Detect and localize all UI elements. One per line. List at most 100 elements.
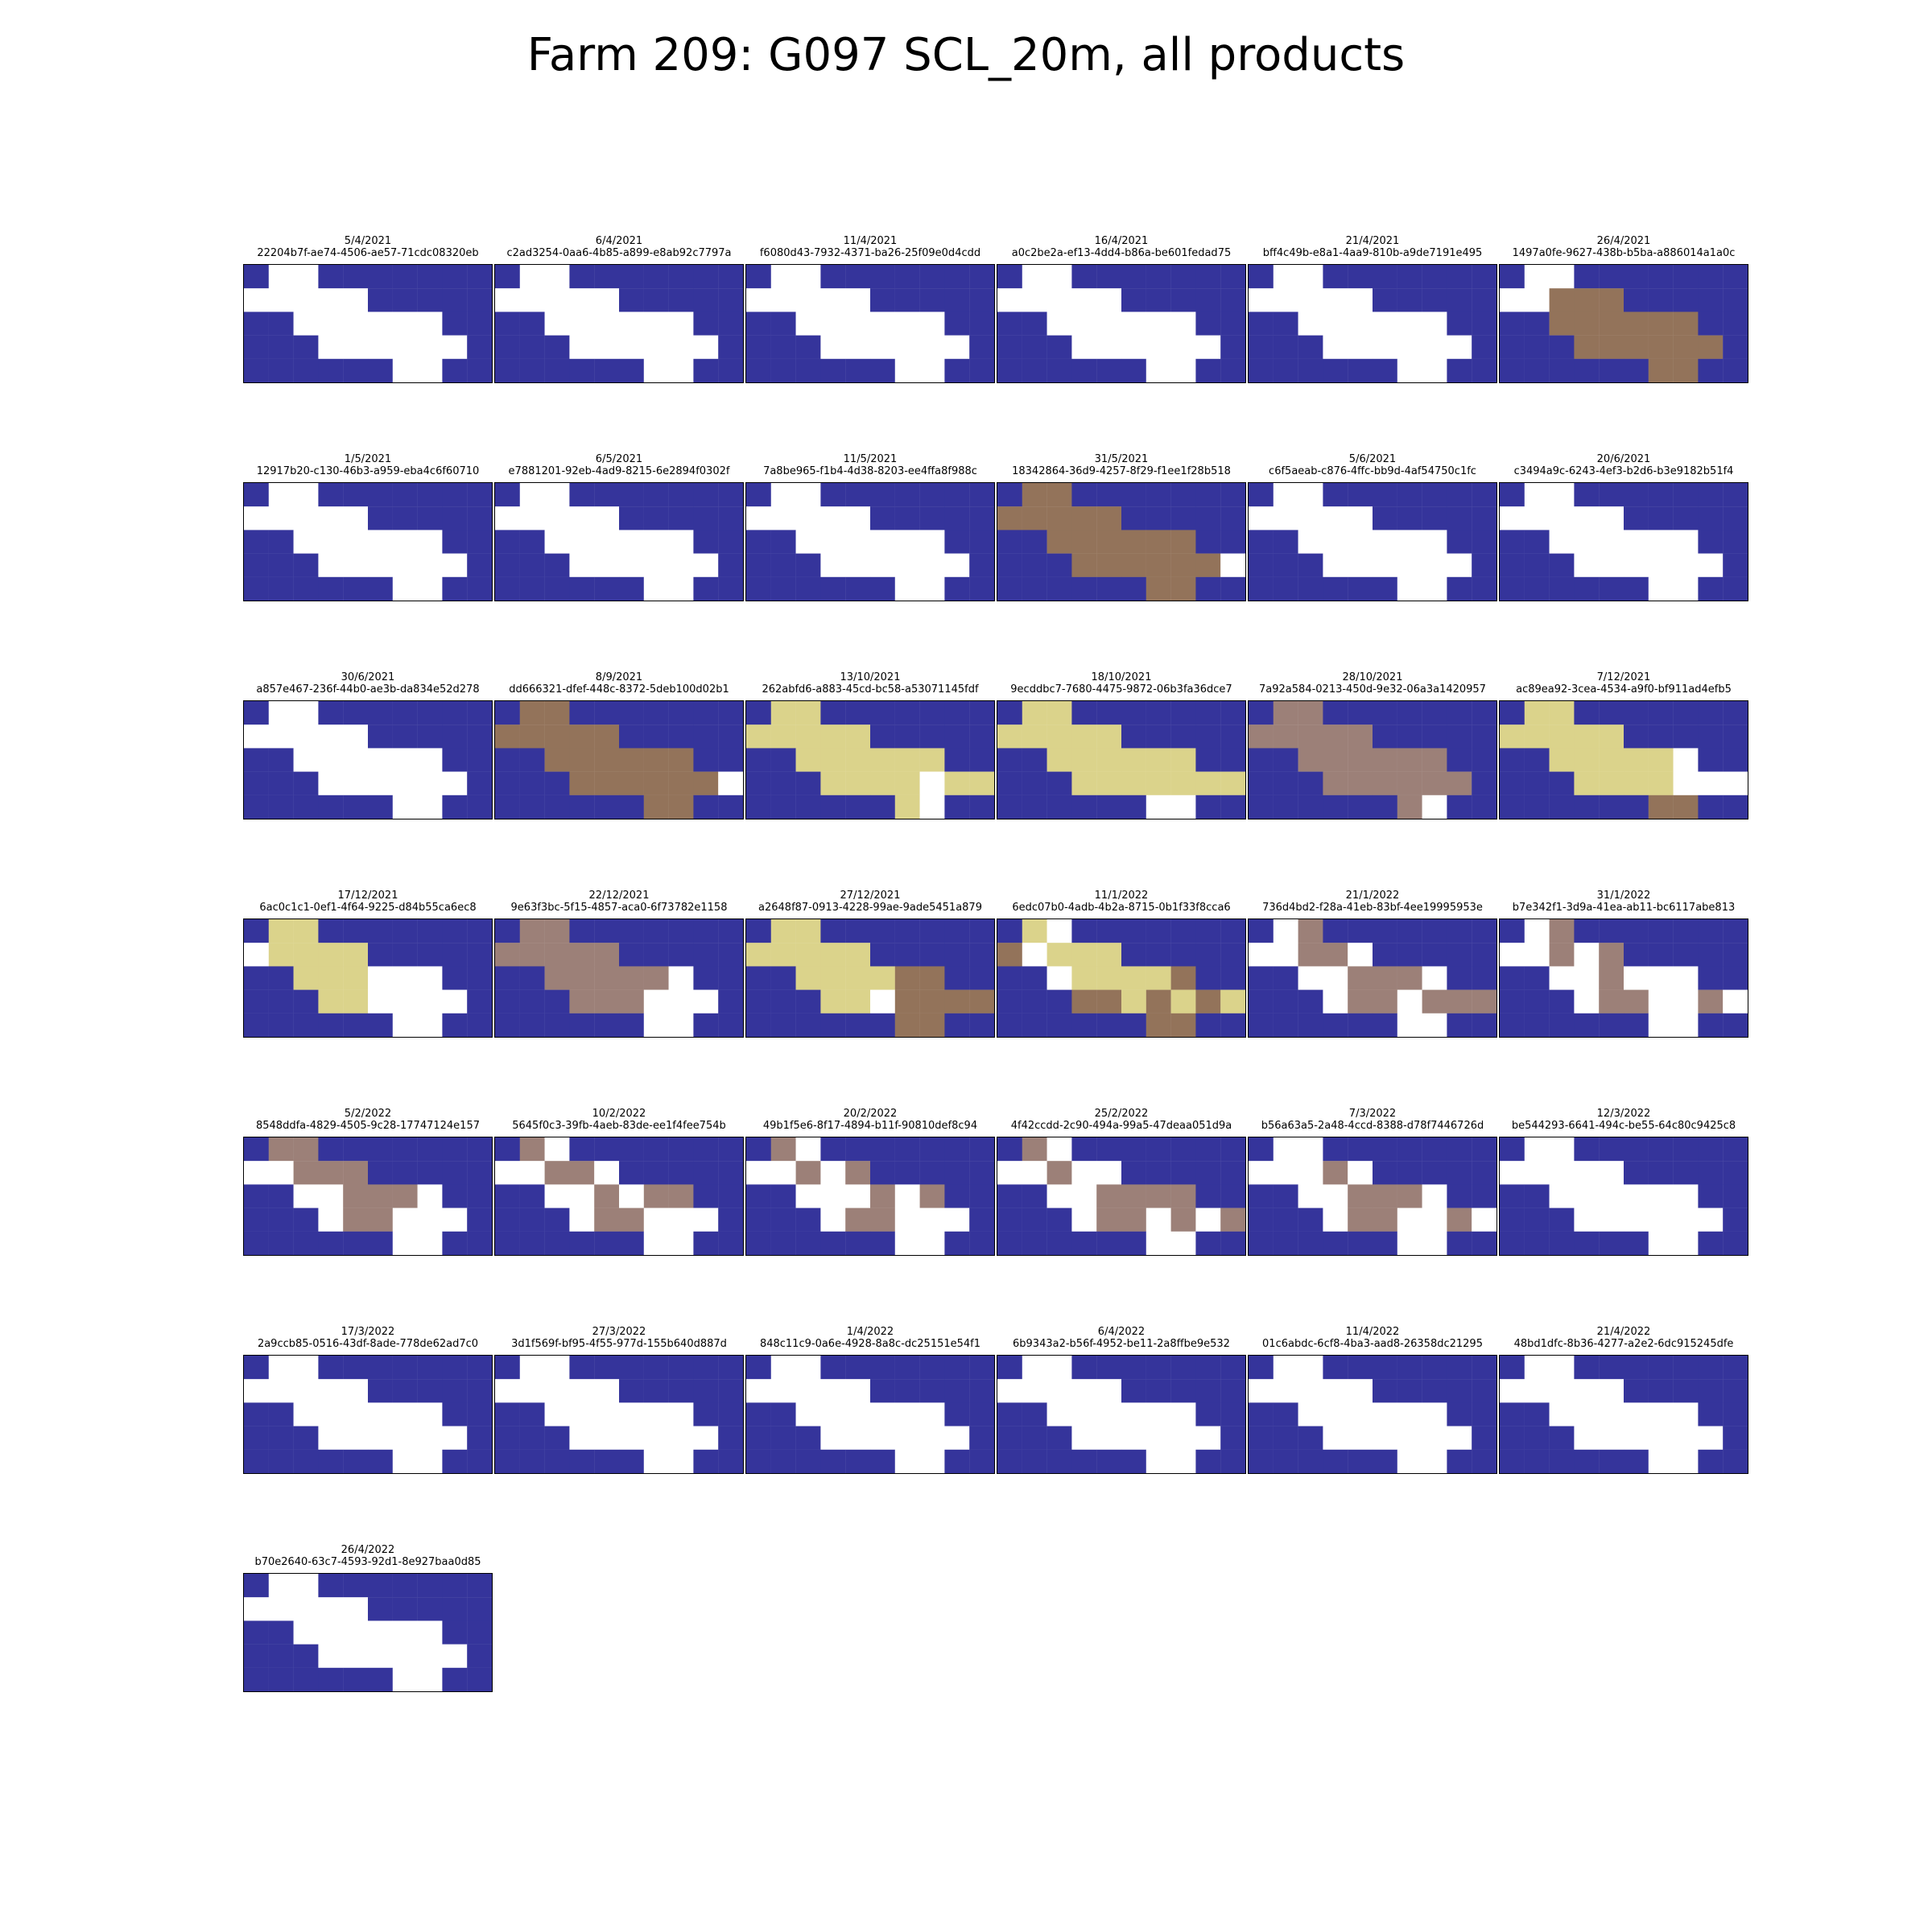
heatmap-cell: [1022, 553, 1047, 577]
heatmap-cell: [1397, 483, 1422, 507]
panel-title: 6/4/2021 c2ad3254-0aa6-4b85-a899-e8ab92c7…: [478, 235, 760, 259]
heatmap-cell: [392, 1402, 418, 1426]
heatmap-cell: [318, 943, 344, 967]
heatmap-cell: [969, 288, 994, 312]
heatmap-cell: [1574, 1184, 1600, 1208]
heatmap-cell: [746, 1356, 771, 1380]
heatmap-cell: [795, 553, 821, 577]
panel-date: 21/4/2022: [1596, 1326, 1651, 1338]
heatmap-cell: [442, 795, 468, 819]
heatmap-cell: [919, 748, 945, 772]
heatmap-cell: [1472, 724, 1496, 749]
heatmap-cell: [1500, 1426, 1525, 1450]
heatmap-cell: [318, 1667, 344, 1691]
heatmap-cell: [919, 483, 945, 507]
heatmap-cell: [318, 506, 344, 530]
heatmap-cell: [442, 1231, 468, 1255]
heatmap-cell: [1348, 1426, 1373, 1450]
heatmap-cell: [467, 506, 492, 530]
heatmap-cell: [718, 1137, 743, 1162]
heatmap-cell: [519, 483, 545, 507]
heatmap-cell: [343, 483, 369, 507]
heatmap-cell: [594, 701, 620, 725]
heatmap-cell: [845, 506, 871, 530]
panel-product-id: 01c6abdc-6cf8-4ba3-aad8-26358dc21295: [1262, 1338, 1483, 1350]
heatmap-cell: [746, 335, 771, 359]
heatmap-cell: [442, 288, 468, 312]
heatmap-cell: [1698, 1208, 1724, 1232]
heatmap-cell: [1323, 288, 1348, 312]
heatmap-cell: [569, 1356, 595, 1380]
heatmap-cell: [594, 1402, 620, 1426]
heatmap-cell: [569, 530, 595, 554]
heatmap-cell: [1397, 1379, 1422, 1403]
heatmap-cell: [643, 288, 669, 312]
scl-heatmap: [1248, 1355, 1497, 1474]
heatmap-cell: [1447, 530, 1472, 554]
heatmap-cell: [1599, 943, 1624, 967]
heatmap-cell: [244, 553, 269, 577]
heatmap-cell: [1096, 919, 1122, 943]
heatmap-cell: [1549, 1208, 1575, 1232]
heatmap-cell: [1046, 1137, 1072, 1162]
heatmap-cell: [1673, 1402, 1699, 1426]
heatmap-cell: [442, 1449, 468, 1473]
heatmap-cell: [1195, 724, 1221, 749]
scl-heatmap: [1248, 700, 1497, 819]
heatmap-cell: [1348, 358, 1373, 382]
panel-title: 26/4/2022 b70e2640-63c7-4593-92d1-8e927ba…: [227, 1544, 509, 1568]
heatmap-cell: [1673, 989, 1699, 1013]
heatmap-cell: [544, 1449, 570, 1473]
heatmap-cell: [693, 989, 719, 1013]
heatmap-cell: [268, 358, 294, 382]
heatmap-cell: [467, 1426, 492, 1450]
heatmap-cell: [1574, 553, 1600, 577]
heatmap-cell: [944, 1208, 970, 1232]
panel-title: 21/1/2022 736d4bd2-f28a-41eb-83bf-4ee1999…: [1232, 890, 1513, 914]
heatmap-cell: [293, 1356, 319, 1380]
heatmap-cell: [244, 989, 269, 1013]
heatmap-cell: [1220, 1161, 1245, 1185]
heatmap-cell: [870, 530, 895, 554]
heatmap-cell: [820, 989, 846, 1013]
heatmap-cell: [1599, 1379, 1624, 1403]
heatmap-cell: [1723, 1013, 1748, 1037]
panel-product-id: 1497a0fe-9627-438b-b5ba-a886014a1a0c: [1512, 247, 1736, 259]
heatmap-cell: [1298, 1356, 1323, 1380]
heatmap-cell: [619, 1402, 644, 1426]
heatmap-cell: [1195, 1379, 1221, 1403]
heatmap-cell: [1096, 530, 1122, 554]
heatmap-cell: [1022, 771, 1047, 795]
panel-date: 18/10/2021: [1091, 671, 1152, 683]
heatmap-cell: [643, 1161, 669, 1185]
heatmap-cell: [1500, 1449, 1525, 1473]
heatmap-cell: [1273, 1449, 1298, 1473]
heatmap-cell: [1220, 748, 1245, 772]
heatmap-cell: [1121, 989, 1146, 1013]
heatmap-cell: [820, 1208, 846, 1232]
heatmap-cell: [746, 1402, 771, 1426]
heatmap-cell: [519, 748, 545, 772]
heatmap-cell: [770, 1013, 796, 1037]
heatmap-cell: [1220, 1208, 1245, 1232]
heatmap-cell: [1698, 795, 1724, 819]
heatmap-cell: [1298, 989, 1323, 1013]
heatmap-cell: [1574, 1208, 1600, 1232]
heatmap-cell: [1298, 701, 1323, 725]
heatmap-cell: [1096, 1231, 1122, 1255]
heatmap-cell: [1323, 1402, 1348, 1426]
heatmap-cell: [1071, 1161, 1097, 1185]
heatmap-cell: [1323, 1208, 1348, 1232]
heatmap-cell: [1624, 506, 1649, 530]
heatmap-cell: [1648, 1161, 1674, 1185]
heatmap-cell: [1046, 1379, 1072, 1403]
heatmap-cell: [944, 1231, 970, 1255]
panel-title: 11/1/2022 6edc07b0-4adb-4b2a-8715-0b1f33f…: [980, 890, 1262, 914]
heatmap-cell: [1524, 919, 1550, 943]
heatmap-cell: [1323, 1449, 1348, 1473]
heatmap-cell: [417, 795, 443, 819]
heatmap-cell: [870, 701, 895, 725]
heatmap-cell: [1447, 724, 1472, 749]
heatmap-cell: [467, 358, 492, 382]
heatmap-cell: [417, 1644, 443, 1668]
